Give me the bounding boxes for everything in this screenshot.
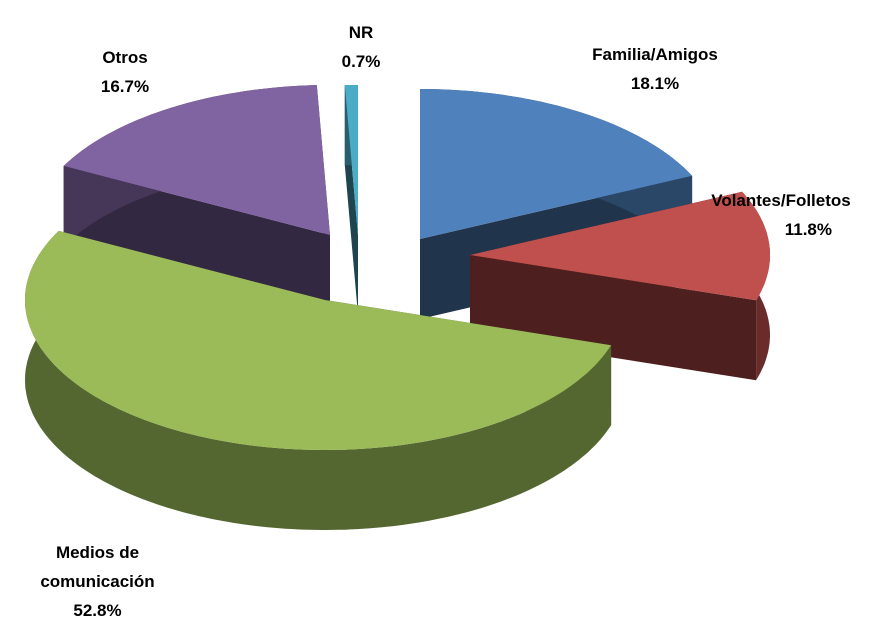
slice-wall xyxy=(25,230,612,530)
category-label: Volantes/Folletos xyxy=(711,191,851,210)
category-label: Familia/Amigos xyxy=(592,45,718,64)
category-label: Medios de comunicación xyxy=(40,543,155,591)
slice xyxy=(420,89,693,239)
slice xyxy=(63,85,330,235)
slice xyxy=(344,85,358,235)
slice-side xyxy=(63,165,330,315)
slice xyxy=(25,230,612,450)
value-label: 0.7% xyxy=(341,52,381,71)
value-label: 16.7% xyxy=(100,77,150,96)
label-medios: Medios de comunicación 52.8% xyxy=(30,538,165,623)
label-volantes: Volantes/Folletos 11.8% xyxy=(690,186,872,244)
value-label: 11.8% xyxy=(784,220,832,239)
slice xyxy=(470,191,770,301)
label-otros: Otros 16.7% xyxy=(75,43,175,101)
slice-side xyxy=(470,255,757,381)
value-label: 52.8% xyxy=(73,601,122,620)
label-familia: Familia/Amigos 18.1% xyxy=(575,40,735,98)
category-label: NR xyxy=(348,23,374,42)
value-label: 18.1% xyxy=(630,74,680,93)
label-nr: NR 0.7% xyxy=(321,18,401,76)
category-label: Otros xyxy=(102,48,148,67)
